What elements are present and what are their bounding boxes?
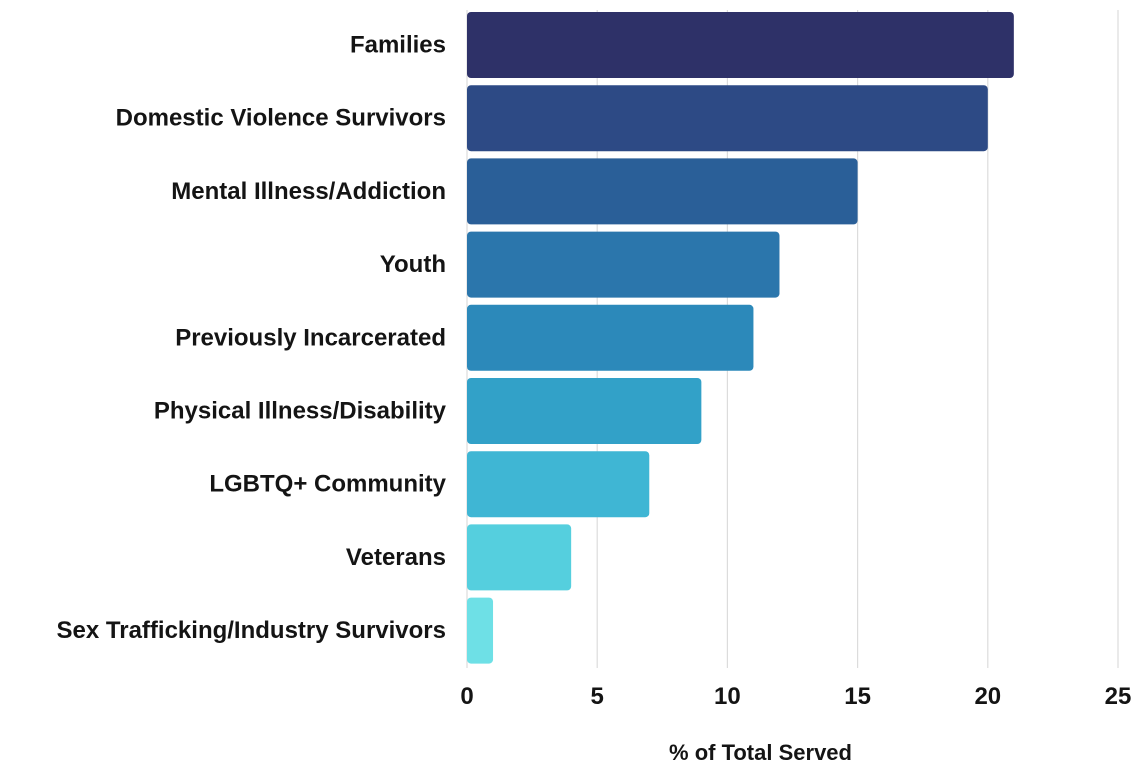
category-label-5: Physical Illness/Disability — [154, 398, 447, 425]
bar-4 — [467, 304, 754, 371]
x-tick-label-5: 5 — [591, 683, 604, 710]
bar-8 — [467, 597, 494, 664]
bar-3 — [467, 231, 780, 298]
category-label-1: Domestic Violence Survivors — [116, 105, 446, 132]
x-tick-label-15: 15 — [844, 683, 871, 710]
bar-6 — [467, 451, 650, 518]
category-label-6: LGBTQ+ Community — [209, 471, 446, 498]
x-axis-title: % of Total Served — [669, 740, 852, 765]
category-label-2: Mental Illness/Addiction — [171, 178, 446, 205]
bar-2 — [467, 158, 858, 225]
x-tick-label-0: 0 — [460, 683, 473, 710]
category-labels: Families Domestic Violence Survivors Menta… — [57, 32, 447, 645]
category-label-3: Youth — [380, 251, 446, 278]
category-label-8: Sex Trafficking/Industry Survivors — [57, 617, 446, 644]
category-label-7: Veterans — [346, 544, 446, 571]
x-axis-ticks: 0 5 10 15 20 25 — [460, 683, 1131, 710]
x-tick-label-10: 10 — [714, 683, 741, 710]
x-tick-label-25: 25 — [1105, 683, 1132, 710]
bar-5 — [467, 378, 702, 444]
x-tick-label-20: 20 — [974, 683, 1001, 710]
bar-0 — [467, 12, 1014, 78]
bar-7 — [467, 524, 572, 591]
bar-1 — [467, 85, 988, 152]
category-label-4: Previously Incarcerated — [175, 324, 446, 351]
bars — [467, 12, 1014, 664]
category-label-0: Families — [350, 32, 446, 59]
